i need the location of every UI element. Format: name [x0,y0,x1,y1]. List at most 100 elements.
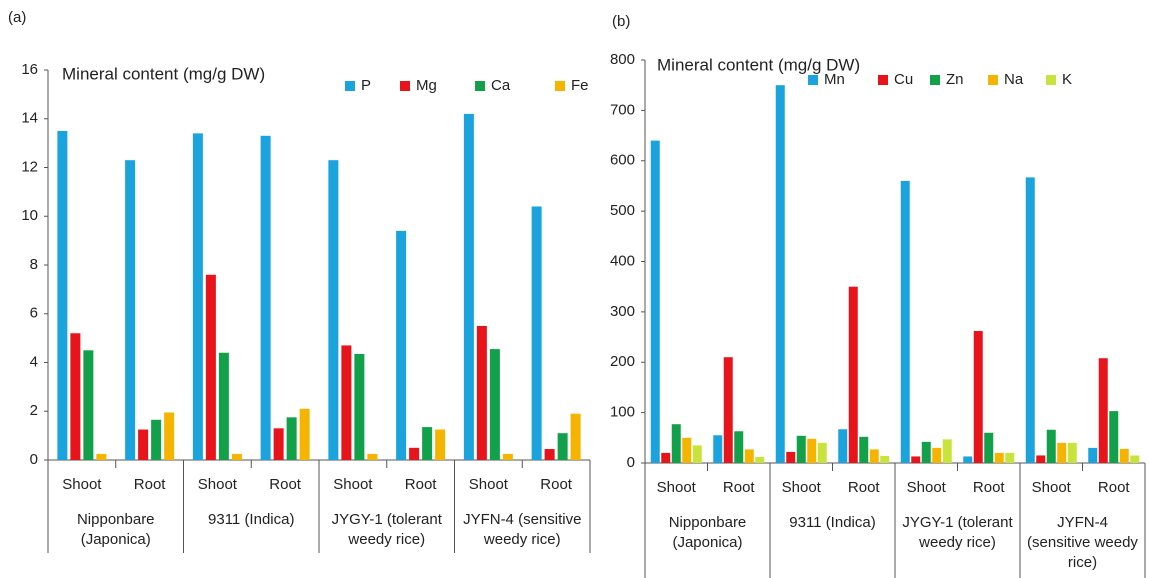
panel-label: (a) [8,9,26,26]
bar [396,230,407,460]
bar [807,438,817,463]
y-tick-label: 0 [30,451,38,468]
bar [570,413,581,460]
bar [218,352,229,460]
bar [963,456,973,463]
group-label: Nipponbare (Japonica) [76,511,155,548]
bar [994,452,1004,463]
legend-swatch [988,75,998,85]
group-label: JYGY-1 (tolerant weedy rice) [331,511,442,548]
bar [557,433,568,460]
bar [734,431,744,463]
bar [502,453,513,460]
x-tick-label: Root [1098,479,1131,496]
bar [1025,177,1035,463]
y-tick-label: 700 [610,101,635,118]
bar [973,331,983,463]
legend-swatch [555,81,565,91]
legend-swatch [1046,75,1056,85]
bar [1067,442,1077,463]
bar [138,429,149,460]
bar [713,435,723,463]
bar [463,113,474,460]
x-tick-label: Root [848,479,881,496]
y-tick-label: 14 [21,110,38,127]
bar [531,206,542,460]
y-axis-title: Mineral content (mg/g DW) [62,64,265,83]
bar [151,419,162,460]
y-axis-title: Mineral content (mg/g DW) [657,55,860,74]
y-tick-label: 10 [21,207,38,224]
bar [848,286,858,463]
bar [1005,452,1015,463]
bar [755,456,765,463]
bar [1036,455,1046,463]
y-tick-label: 400 [610,252,635,269]
legend-label: K [1062,71,1072,88]
legend-swatch [808,75,818,85]
bar [341,345,352,460]
y-tick-label: 12 [21,158,38,175]
bar [273,428,284,460]
y-tick-label: 200 [610,353,635,370]
bar [869,449,879,463]
x-tick-label: Shoot [1032,479,1072,496]
bar [838,429,848,463]
legend-swatch [400,81,410,91]
x-tick-label: Root [723,479,756,496]
y-tick-label: 300 [610,303,635,320]
bar [367,453,378,460]
bar [942,439,952,463]
y-tick-label: 8 [30,256,38,273]
y-tick-label: 2 [30,402,38,419]
bar [1088,447,1098,463]
bar [921,441,931,463]
bar [984,432,994,463]
x-tick-label: Shoot [907,479,947,496]
bar [1057,442,1067,463]
x-tick-label: Shoot [333,476,373,493]
bar [409,447,420,460]
x-tick-label: Shoot [198,476,238,493]
legend-swatch [345,81,355,91]
x-tick-label: Root [973,479,1006,496]
x-tick-label: Shoot [782,479,822,496]
x-tick-label: Root [134,476,167,493]
bar [796,435,806,463]
bar [1130,455,1140,463]
bar [1109,411,1119,463]
bar [422,427,433,460]
x-tick-label: Shoot [469,476,509,493]
x-tick-label: Root [540,476,573,493]
bar [125,160,136,460]
group-label: JYGY-1 (tolerant weedy rice) [902,514,1013,551]
bar [435,429,446,460]
legend-label: P [361,77,371,94]
bar [1046,429,1056,463]
bar [354,353,365,460]
bar [682,437,692,463]
group-label: JYFN-4 (sensitive weedy rice) [463,511,582,548]
bar [744,449,754,463]
bar [932,447,942,463]
bar [299,408,310,460]
bar [260,135,271,460]
bar [192,133,203,460]
y-tick-label: 100 [610,404,635,421]
bar [661,452,671,463]
group-label: 9311 (Indica) [208,511,295,528]
y-tick-label: 4 [30,353,38,370]
legend-swatch [878,75,888,85]
legend-label: Ca [491,77,511,94]
bar [1119,448,1129,463]
x-tick-label: Shoot [657,479,697,496]
bar [231,453,242,460]
bar [911,456,921,463]
y-tick-label: 6 [30,305,38,322]
bar [286,417,297,460]
legend-label: Na [1004,71,1024,88]
bar [692,445,702,463]
bar [1098,358,1108,463]
